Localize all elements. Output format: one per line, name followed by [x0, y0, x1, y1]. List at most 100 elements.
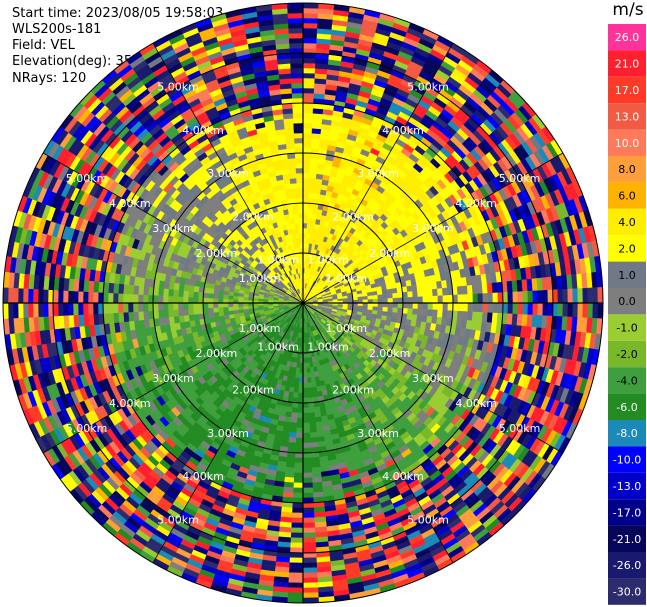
velocity-gate [476, 311, 483, 323]
velocity-gate [313, 193, 321, 200]
velocity-gate [306, 367, 311, 374]
velocity-gate [302, 392, 309, 399]
velocity-gate [487, 302, 494, 314]
velocity-gate [471, 311, 478, 322]
velocity-gate [442, 302, 449, 311]
velocity-gate [295, 442, 304, 449]
velocity-gate [572, 288, 579, 304]
velocity-gate [442, 287, 449, 296]
velocity-gate [517, 302, 524, 315]
velocity-gate [547, 289, 554, 304]
velocity-gate [302, 147, 312, 154]
velocity-gate [402, 297, 409, 304]
velocity-gate [311, 381, 317, 388]
velocity-gate [302, 172, 311, 179]
velocity-gate [402, 302, 409, 309]
velocity-gate [288, 432, 297, 439]
velocity-gate [302, 407, 309, 414]
velocity-gate [302, 507, 315, 514]
velocity-gate [382, 293, 389, 300]
velocity-gate [302, 577, 318, 584]
velocity-gate [302, 112, 314, 119]
velocity-gate [492, 292, 499, 304]
velocity-gate [302, 177, 310, 184]
velocity-gate [291, 522, 304, 529]
velocity-gate [422, 289, 429, 297]
velocity-gate [291, 507, 304, 514]
velocity-gate [302, 427, 311, 434]
velocity-gate [302, 397, 309, 404]
velocity-gate [387, 307, 394, 313]
velocity-gate [294, 462, 304, 469]
velocity-gate [302, 512, 315, 519]
velocity-gate [472, 302, 479, 313]
velocity-gate [507, 291, 514, 304]
velocity-gate [457, 302, 464, 312]
velocity-gate [302, 127, 313, 134]
velocity-gate [308, 182, 316, 189]
velocity-gate [417, 296, 424, 304]
velocity-gate [497, 292, 504, 304]
velocity-gate [486, 282, 493, 294]
velocity-gate [557, 302, 564, 317]
velocity-gate [592, 287, 599, 304]
velocity-gate [377, 306, 384, 312]
velocity-gate [294, 377, 300, 384]
velocity-gate [285, 466, 295, 473]
velocity-gate [302, 517, 315, 524]
velocity-gate [537, 290, 544, 304]
velocity-gate [392, 292, 399, 299]
velocity-gate [293, 382, 300, 389]
velocity-gate [377, 302, 384, 308]
velocity-gate [291, 512, 304, 519]
velocity-gate [302, 457, 312, 464]
velocity-gate [302, 402, 309, 409]
velocity-gate [442, 310, 449, 319]
velocity-gate [290, 412, 298, 419]
velocity-gate [287, 587, 304, 594]
velocity-gate [308, 407, 315, 414]
velocity-gate [477, 302, 484, 313]
velocity-gate [376, 290, 383, 296]
velocity-gate [312, 481, 323, 488]
velocity-gate [289, 547, 304, 554]
nrays-label: NRays: 120 [12, 71, 87, 86]
velocity-gate [292, 392, 299, 399]
velocity-gate [482, 302, 489, 313]
velocity-gate [517, 291, 524, 304]
velocity-gate [462, 294, 469, 304]
velocity-gate [387, 302, 394, 308]
velocity-gate [295, 437, 304, 444]
velocity-gate [293, 472, 304, 479]
velocity-gate [532, 290, 539, 304]
velocity-gate [302, 447, 312, 454]
velocity-gate [290, 532, 304, 539]
velocity-gate [287, 442, 296, 449]
velocity-gate [308, 192, 315, 199]
velocity-gate [472, 293, 479, 304]
velocity-gate [386, 288, 393, 295]
velocity-gate [302, 167, 311, 174]
velocity-gate [297, 397, 304, 404]
velocity-gate [507, 302, 514, 315]
velocity-gate [381, 289, 388, 295]
velocity-gate [542, 289, 549, 304]
velocity-gate [287, 592, 304, 599]
velocity-gate [297, 402, 304, 409]
velocity-gate [298, 377, 304, 384]
velocity-gate [302, 597, 319, 604]
velocity-gate [406, 313, 413, 321]
velocity-gate [287, 597, 304, 604]
velocity-gate [296, 412, 304, 419]
velocity-gate [295, 427, 304, 434]
velocity-gate [308, 417, 316, 424]
velocity-gate [477, 293, 484, 304]
velocity-gate [302, 42, 317, 49]
velocity-gate [452, 294, 459, 304]
velocity-gate [302, 587, 319, 594]
velocity-gate [305, 362, 311, 369]
velocity-gate [312, 118, 323, 125]
velocity-gate [302, 77, 315, 84]
velocity-gate [302, 137, 312, 144]
